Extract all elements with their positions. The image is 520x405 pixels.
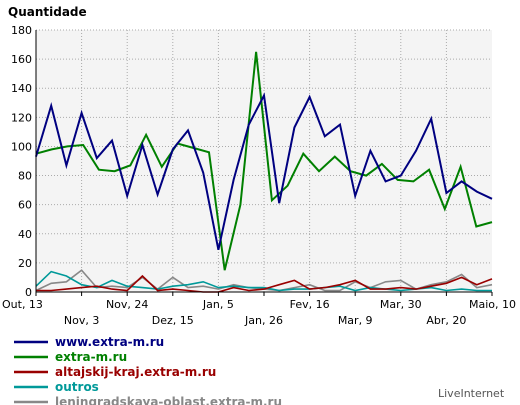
y-tick-label: 100 <box>11 140 32 153</box>
y-tick-label: 180 <box>11 24 32 37</box>
x-tick-label: Nov, 24 <box>106 298 148 311</box>
x-tick-label: Dez, 15 <box>152 314 194 327</box>
plot-area <box>36 30 492 292</box>
y-tick-label: 60 <box>18 199 32 212</box>
x-tick-label: Mar, 30 <box>380 298 422 311</box>
series-line-1 <box>35 51 493 271</box>
y-tick-label: 160 <box>11 53 32 66</box>
x-tick-label: Jan, 5 <box>202 298 234 311</box>
x-tick-label: Nov, 3 <box>64 314 99 327</box>
legend: www.extra-m.ruextra-m.rualtajskij-kraj.e… <box>14 335 282 405</box>
y-tick-label: 20 <box>18 257 32 270</box>
grid <box>36 29 492 292</box>
legend-label: outros <box>55 380 99 394</box>
legend-label: extra-m.ru <box>55 350 127 364</box>
y-tick-label: 140 <box>11 82 32 95</box>
axes <box>35 30 493 296</box>
x-tick-label: Mar, 9 <box>338 314 373 327</box>
y-tick-labels: 0 20 40 60 80 100 120 140 160 180 <box>11 24 32 299</box>
y-tick-label: 0 <box>25 286 32 299</box>
y-tick-label: 40 <box>18 228 32 241</box>
legend-label: www.extra-m.ru <box>55 335 164 349</box>
x-tick-label: Abr, 20 <box>426 314 466 327</box>
series-line-0 <box>35 92 493 251</box>
footer-brand: LiveInternet <box>438 387 505 400</box>
y-tick-label: 80 <box>18 170 32 183</box>
x-tick-label: Maio, 10 <box>469 298 516 311</box>
y-tick-label: 120 <box>11 111 32 124</box>
legend-label: leningradskaya-oblast.extra-m.ru <box>55 395 282 405</box>
x-tick-label: Out, 13 <box>2 298 43 311</box>
x-tick-label: Fev, 16 <box>290 298 330 311</box>
x-tick-labels: Out, 13 Nov, 3 Nov, 24 Dez, 15 Jan, 5 Jan, 26… <box>2 298 516 327</box>
y-axis-title: Quantidade <box>8 5 87 19</box>
x-tick-label: Jan, 26 <box>244 314 283 327</box>
legend-label: altajskij-kraj.extra-m.ru <box>55 365 216 379</box>
series-layer <box>35 51 493 293</box>
series-line-2 <box>36 274 493 293</box>
